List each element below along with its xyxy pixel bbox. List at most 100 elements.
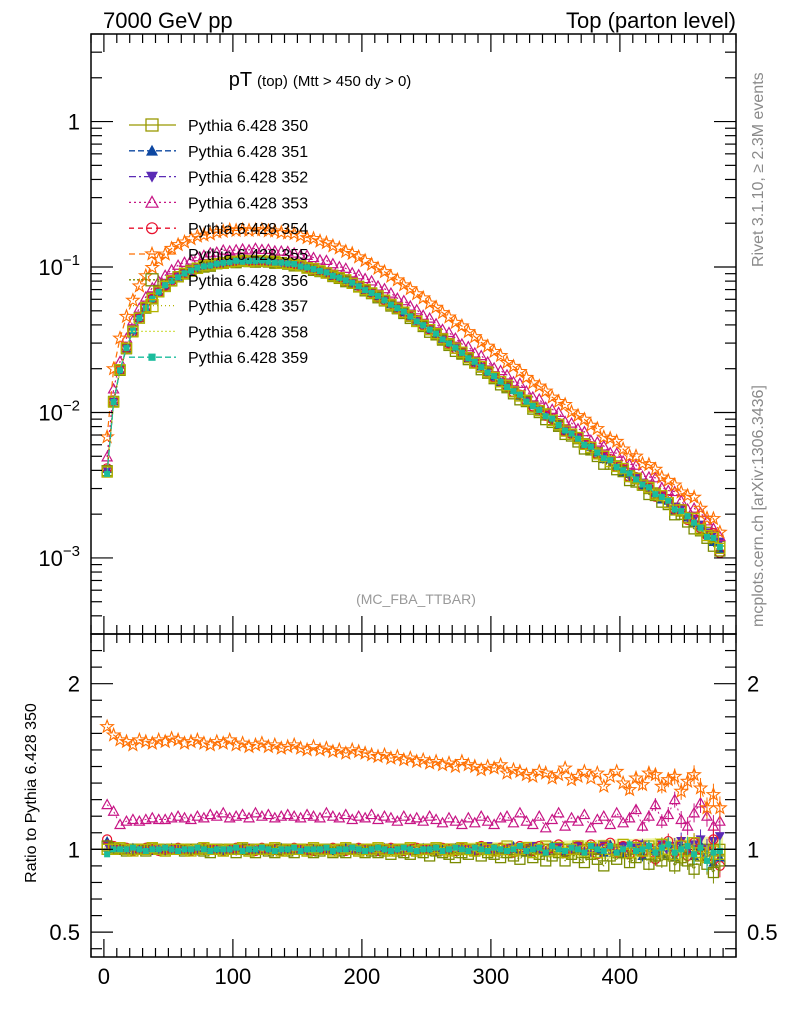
data-point (454, 317, 470, 333)
ratio-point (239, 847, 246, 854)
ratio-point (362, 847, 369, 854)
ratio-point (607, 843, 614, 850)
data-point (99, 428, 115, 444)
data-point (529, 402, 536, 409)
ratio-point (426, 846, 433, 853)
data-point (420, 322, 427, 329)
data-point (220, 259, 227, 266)
ratio-point (183, 733, 199, 749)
data-point (349, 279, 356, 286)
data-point (410, 303, 423, 315)
data-point (202, 225, 219, 241)
ratio-point (101, 798, 114, 810)
ratio-point (202, 736, 219, 752)
data-point (686, 489, 702, 505)
data-point (114, 364, 126, 376)
data-point (494, 375, 507, 388)
data-point (117, 367, 124, 374)
ratio-point (688, 863, 700, 875)
ratio-point (144, 735, 161, 751)
data-point (697, 524, 704, 531)
legend-marker (146, 171, 158, 183)
ratio-point (562, 847, 569, 854)
data-point (208, 223, 225, 239)
ratio-point (574, 846, 581, 853)
ratio-point (137, 733, 154, 749)
data-point (362, 287, 369, 294)
ratio-point (501, 809, 514, 821)
data-point (555, 422, 562, 429)
ratio-point (337, 745, 354, 760)
data-point (325, 237, 341, 253)
ratio-point (468, 816, 481, 828)
legend-marker (148, 353, 156, 361)
ratio-point (172, 809, 185, 821)
ratio-point (552, 806, 565, 818)
ratio-point (565, 811, 578, 823)
ratio-point (594, 846, 601, 853)
data-point (149, 295, 156, 302)
data-point (304, 264, 311, 271)
ratio-point (271, 847, 278, 854)
legend-entry: Pythia 6.428 352 (129, 170, 308, 187)
ratio-point (589, 764, 606, 780)
ratio-point (200, 846, 207, 853)
y-tick-label: 10−3 (38, 543, 80, 571)
ratio-point (591, 853, 603, 865)
ratio-point (326, 809, 339, 821)
data-point (439, 336, 446, 343)
ratio-point (662, 808, 675, 820)
data-point (181, 270, 188, 277)
data-point (213, 260, 220, 267)
ratio-point (647, 766, 664, 782)
data-point (370, 260, 386, 276)
legend-marker (144, 245, 160, 261)
ratio-point (286, 736, 303, 752)
data-point (678, 508, 685, 515)
ratio-point (559, 819, 572, 831)
data-point (668, 485, 681, 497)
ratio-point (578, 856, 591, 869)
ratio-point (381, 846, 388, 853)
x-tick-label: 0 (98, 964, 110, 989)
ratio-point (389, 748, 406, 764)
data-point (262, 243, 275, 254)
ratio-point (639, 846, 646, 853)
ratio-point (658, 844, 665, 851)
data-point (645, 484, 652, 491)
data-point (228, 222, 244, 238)
title-sub: (top) (257, 73, 288, 90)
ratio-point (524, 768, 541, 784)
ratio-point (217, 806, 230, 818)
ratio-point (288, 809, 301, 821)
ratio-point (705, 786, 722, 802)
ratio-point (415, 751, 432, 767)
ratio-point (544, 769, 561, 785)
data-point (449, 342, 462, 354)
data-point (583, 417, 599, 433)
data-point (607, 457, 614, 464)
ratio-point (666, 768, 683, 784)
data-point (400, 308, 407, 315)
data-point (473, 334, 490, 350)
ratio-point (549, 843, 556, 850)
ratio-point (449, 814, 462, 826)
data-point (310, 266, 317, 273)
data-point (104, 470, 111, 477)
ratio-point (170, 731, 186, 747)
ratio-point (123, 846, 130, 853)
data-point (520, 394, 533, 406)
ratio-ylabel: Ratio to Pythia 6.428 350 (23, 703, 40, 883)
ratio-point (213, 846, 220, 853)
ratio-point (707, 866, 720, 879)
data-point (112, 330, 128, 345)
ratio-point (465, 847, 472, 854)
data-point (611, 460, 623, 473)
ratio-point (716, 847, 723, 854)
data-point (239, 258, 246, 265)
data-point (536, 406, 543, 413)
data-point (346, 266, 359, 278)
data-point (626, 470, 633, 477)
ratio-point (684, 843, 691, 850)
x-tick-label: 300 (473, 964, 510, 989)
